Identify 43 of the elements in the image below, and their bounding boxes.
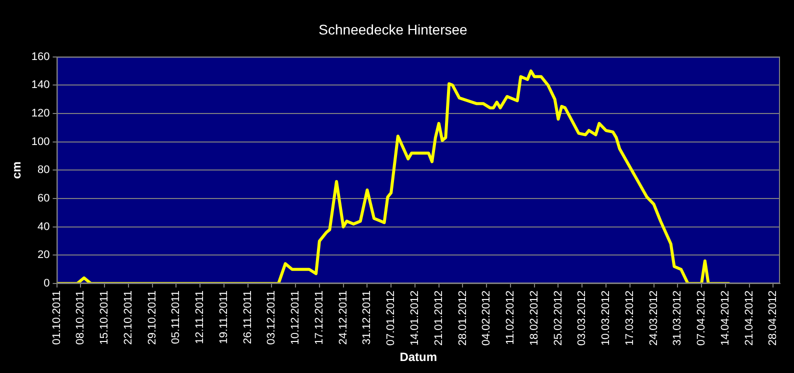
x-tick-label: 07.01.2012 [385,290,398,346]
y-tick-label: 20 [38,249,50,262]
x-tick-label: 07.04.2012 [696,290,708,346]
x-tick-label: 25.02.2012 [552,290,564,346]
x-tick-label: 08.10.2011 [74,290,87,345]
x-axis-title: Datum [400,350,438,364]
y-tick-label: 60 [38,192,50,205]
x-tick-label: 03.03.2012 [576,290,588,346]
y-tick-label: 100 [31,136,50,148]
x-tick-label: 21.04.2012 [743,290,756,346]
y-tick-label: 120 [31,108,50,120]
x-tick-label: 17.12.2011 [313,290,326,345]
y-axis-title: cm [10,162,24,179]
x-tick-label: 14.04.2012 [719,290,732,346]
x-tick-label: 18.02.2012 [528,290,540,346]
x-tick-label: 10.03.2012 [600,290,612,346]
x-tick-label: 31.03.2012 [672,290,684,346]
y-tick-label: 40 [38,220,50,233]
x-tick-label: 28.04.2012 [767,290,780,346]
chart-title: Schneedecke Hintersee [318,21,468,38]
x-tick-label: 14.01.2012 [408,290,421,346]
y-tick-label: 160 [31,50,50,63]
x-tick-label: 28.01.2012 [456,290,469,346]
x-tick-label: 26.11.2011 [242,290,254,344]
x-tick-label: 15.10.2011 [98,290,111,345]
x-tick-label: 21.01.2012 [432,290,445,346]
x-tick-label: 03.12.2011 [266,290,278,345]
x-tick-label: 10.12.2011 [290,290,302,345]
x-tick-label: 24.03.2012 [648,290,660,346]
y-tick-label: 80 [38,164,50,176]
x-tick-label: 01.10.2011 [50,290,63,345]
x-tick-label: 19.11.2011 [218,290,230,344]
x-tick-label: 29.10.2011 [146,290,158,345]
x-tick-label: 31.12.2011 [361,290,374,345]
x-tick-label: 05.11.2011 [170,290,182,344]
y-tick-label: 0 [44,278,50,290]
x-tick-label: 11.02.2012 [504,290,517,345]
x-tick-label: 24.12.2011 [337,290,350,345]
y-tick-label: 140 [31,79,50,92]
x-tick-label: 04.02.2012 [480,290,493,346]
x-tick-label: 12.11.2011 [194,290,206,344]
x-tick-label: 22.10.2011 [122,290,134,345]
x-tick-label: 17.03.2012 [624,290,636,346]
